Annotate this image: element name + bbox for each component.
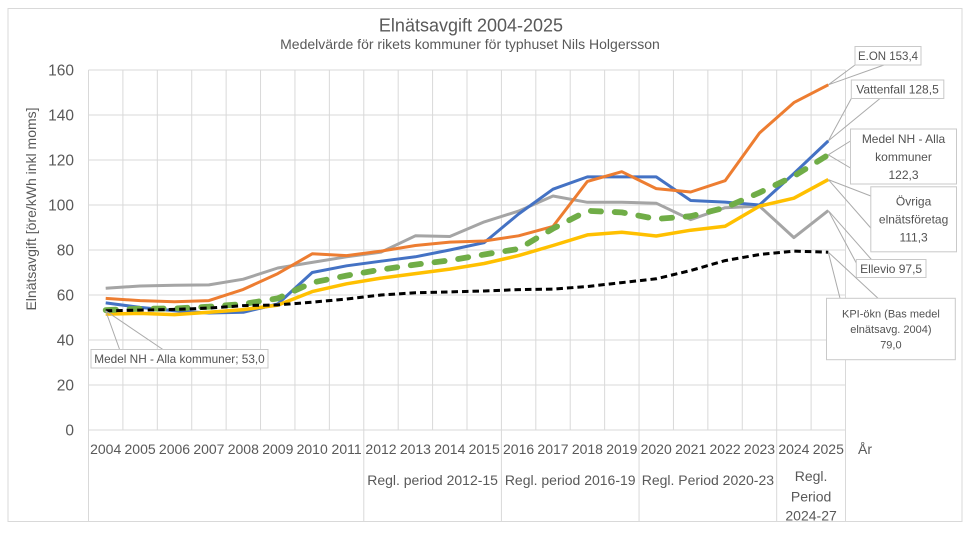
svg-text:122,3: 122,3 — [888, 168, 918, 182]
svg-text:2005: 2005 — [125, 441, 156, 457]
svg-text:2004: 2004 — [90, 441, 121, 457]
svg-text:Övriga: Övriga — [896, 195, 932, 209]
svg-text:2011: 2011 — [332, 441, 362, 457]
svg-text:2014: 2014 — [434, 441, 465, 457]
svg-text:elnätsföretag: elnätsföretag — [879, 213, 948, 227]
svg-text:140: 140 — [48, 108, 74, 125]
svg-text:111,3: 111,3 — [899, 231, 928, 245]
svg-text:2024-27: 2024-27 — [785, 508, 837, 524]
svg-text:2017: 2017 — [537, 441, 568, 457]
svg-text:2013: 2013 — [400, 441, 431, 457]
svg-text:2007: 2007 — [193, 441, 224, 457]
svg-text:80: 80 — [57, 243, 75, 260]
svg-text:2021: 2021 — [675, 441, 706, 457]
svg-text:2024: 2024 — [778, 441, 809, 457]
svg-text:Period: Period — [791, 489, 831, 505]
svg-text:2018: 2018 — [572, 441, 603, 457]
svg-text:2009: 2009 — [262, 441, 293, 457]
svg-text:Elnätsavgift [öre/kWh inkl mom: Elnätsavgift [öre/kWh inkl moms] — [23, 107, 39, 310]
svg-text:2020: 2020 — [641, 441, 672, 457]
svg-text:20: 20 — [57, 378, 75, 395]
svg-text:2019: 2019 — [606, 441, 637, 457]
svg-text:Ellevio 97,5: Ellevio 97,5 — [860, 262, 922, 276]
svg-text:0: 0 — [65, 423, 74, 440]
svg-text:60: 60 — [57, 288, 75, 305]
svg-text:Regl. period 2016-19: Regl. period 2016-19 — [505, 472, 636, 488]
svg-text:2016: 2016 — [503, 441, 534, 457]
svg-text:120: 120 — [48, 153, 74, 170]
svg-text:79,0: 79,0 — [880, 340, 901, 352]
svg-text:Elnätsavgift 2004-2025: Elnätsavgift 2004-2025 — [379, 16, 563, 36]
svg-text:160: 160 — [48, 63, 74, 80]
svg-text:2012: 2012 — [365, 441, 396, 457]
svg-text:2015: 2015 — [469, 441, 500, 457]
svg-text:Medel NH - Alla kommuner; 53,0: Medel NH - Alla kommuner; 53,0 — [94, 352, 265, 366]
svg-text:2010: 2010 — [297, 441, 328, 457]
svg-text:2025: 2025 — [813, 441, 844, 457]
svg-text:E.ON 153,4: E.ON 153,4 — [858, 51, 919, 63]
svg-text:Regl. period 2012-15: Regl. period 2012-15 — [367, 472, 498, 488]
svg-text:2022: 2022 — [710, 441, 741, 457]
svg-text:40: 40 — [57, 333, 75, 350]
svg-text:Medelvärde för rikets kommuner: Medelvärde för rikets kommuner för typhu… — [280, 36, 660, 52]
svg-text:Regl. Period 2020-23: Regl. Period 2020-23 — [642, 472, 775, 488]
svg-text:100: 100 — [48, 198, 74, 215]
svg-text:Regl.: Regl. — [795, 468, 828, 484]
svg-text:kommuner: kommuner — [875, 150, 932, 164]
svg-text:2006: 2006 — [159, 441, 190, 457]
svg-text:2008: 2008 — [228, 441, 259, 457]
svg-text:Medel NH - Alla: Medel NH - Alla — [862, 132, 946, 146]
svg-text:2023: 2023 — [744, 441, 775, 457]
svg-text:År: År — [858, 441, 872, 457]
svg-text:elnätsavg. 2004): elnätsavg. 2004) — [850, 324, 931, 336]
svg-text:KPI-ökn (Bas medel: KPI-ökn (Bas medel — [842, 309, 940, 321]
svg-text:Vattenfall 128,5: Vattenfall 128,5 — [856, 83, 939, 97]
